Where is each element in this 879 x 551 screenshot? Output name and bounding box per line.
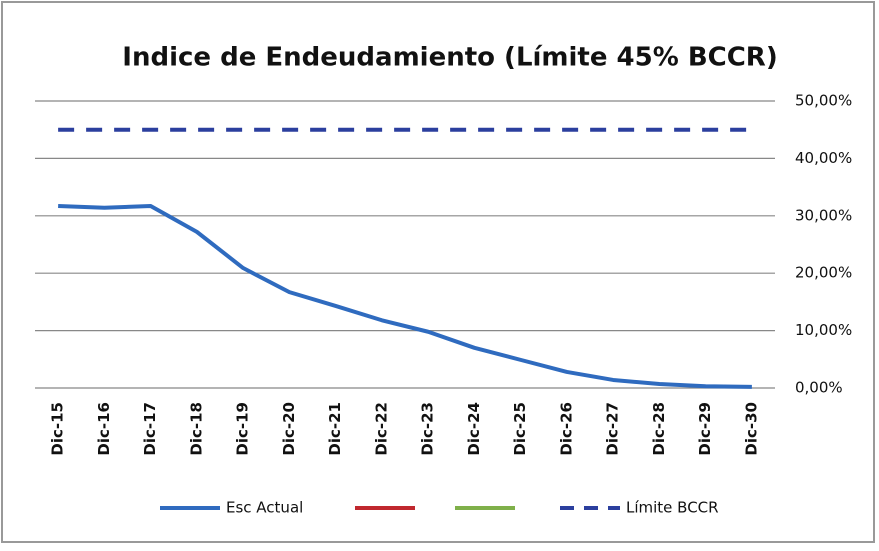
y-tick-label: 50,00%: [795, 92, 852, 110]
x-tick-label: Dic-28: [650, 402, 668, 456]
chart-title: Indice de Endeudamiento (Límite 45% BCCR…: [122, 43, 777, 73]
chart-frame: [1, 1, 875, 543]
x-tick-label: Dic-20: [280, 402, 298, 456]
y-tick-label: 30,00%: [795, 206, 852, 224]
y-tick-label: 0,00%: [795, 379, 843, 397]
x-tick-label: Dic-18: [187, 402, 205, 456]
x-tick-label: Dic-24: [465, 402, 483, 456]
series-line: [58, 204, 752, 389]
x-tick-label: Dic-15: [49, 402, 67, 456]
x-tick-label: Dic-21: [326, 402, 344, 456]
x-tick-label: Dic-22: [372, 402, 390, 456]
x-tick-label: Dic-23: [419, 402, 437, 456]
x-tick-label: Dic-27: [604, 402, 622, 456]
y-tick-label: 40,00%: [795, 149, 852, 167]
y-tick-label: 10,00%: [795, 321, 852, 339]
x-tick-label: Dic-25: [511, 402, 529, 456]
x-tick-label: Dic-16: [95, 402, 113, 456]
legend-label: Esc Actual: [226, 499, 303, 517]
legend-label: Límite BCCR: [626, 499, 719, 517]
x-tick-label: Dic-29: [696, 402, 714, 456]
x-tick-label: Dic-19: [234, 402, 252, 456]
x-tick-label: Dic-30: [742, 402, 760, 456]
x-tick-label: Dic-26: [557, 402, 575, 456]
y-tick-label: 20,00%: [795, 264, 852, 282]
x-tick-label: Dic-17: [141, 402, 159, 456]
